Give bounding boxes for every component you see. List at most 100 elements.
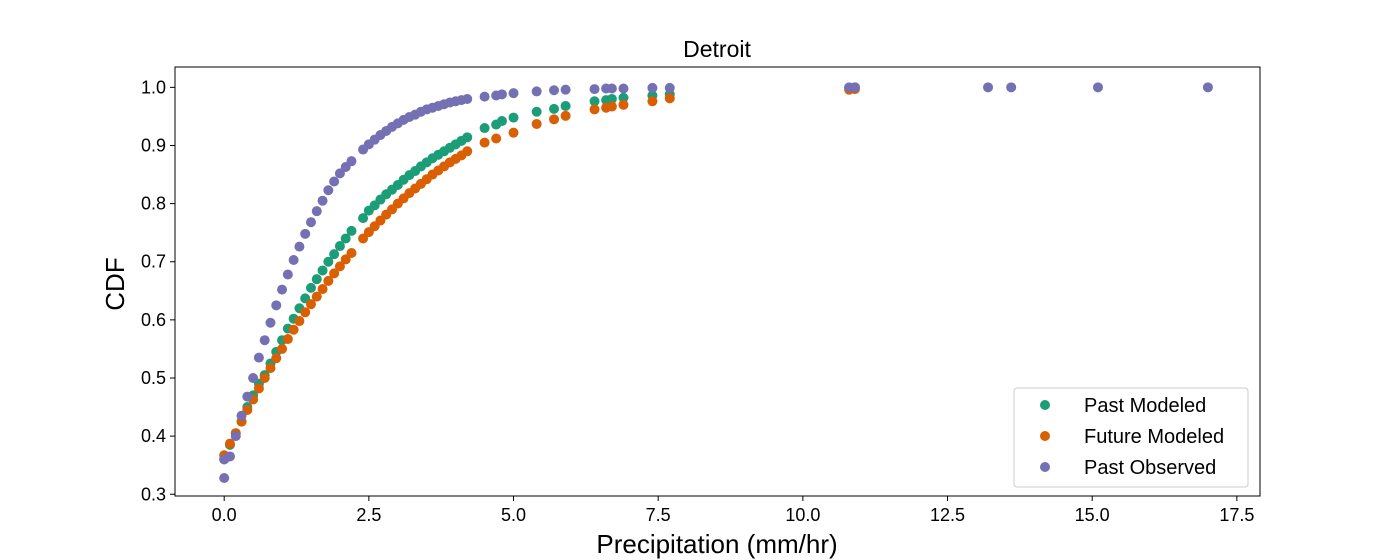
data-point bbox=[560, 100, 571, 111]
data-point bbox=[311, 274, 322, 285]
x-tick-label: 15.0 bbox=[1075, 505, 1110, 525]
legend-label: Past Modeled bbox=[1084, 395, 1206, 417]
data-point bbox=[462, 132, 473, 143]
x-tick-label: 7.5 bbox=[646, 505, 671, 525]
data-point bbox=[346, 248, 357, 259]
x-tick-label: 12.5 bbox=[930, 505, 965, 525]
data-point bbox=[317, 195, 328, 206]
data-point bbox=[508, 127, 519, 138]
data-point bbox=[618, 83, 629, 94]
data-point bbox=[664, 93, 675, 104]
y-tick-label: 0.9 bbox=[141, 135, 166, 155]
data-point bbox=[259, 335, 270, 346]
data-point bbox=[647, 96, 658, 107]
data-point bbox=[340, 233, 351, 244]
data-point bbox=[288, 324, 299, 335]
data-point bbox=[508, 112, 519, 123]
data-point bbox=[606, 101, 617, 112]
data-point bbox=[282, 334, 293, 345]
data-point bbox=[358, 213, 369, 224]
data-point bbox=[230, 431, 241, 442]
data-point bbox=[1092, 82, 1103, 93]
data-point bbox=[346, 156, 357, 167]
data-point bbox=[589, 104, 600, 115]
data-point bbox=[300, 228, 311, 239]
series-past-modeled bbox=[219, 82, 860, 465]
data-point bbox=[340, 254, 351, 265]
data-point bbox=[346, 225, 357, 236]
data-point bbox=[271, 353, 282, 364]
x-axis-title: Precipitation (mm/hr) bbox=[596, 529, 837, 559]
plot-frame bbox=[174, 66, 1261, 497]
data-point bbox=[334, 261, 345, 272]
y-tick-label: 0.5 bbox=[141, 368, 166, 388]
data-point bbox=[560, 84, 571, 95]
data-point bbox=[589, 96, 600, 107]
data-point bbox=[334, 241, 345, 252]
series-past-observed bbox=[219, 82, 1213, 483]
legend-box bbox=[1013, 387, 1249, 488]
legend-items: Past Modeled Future Modeled Past Observed bbox=[1040, 395, 1224, 479]
data-point bbox=[1202, 82, 1213, 93]
data-point bbox=[294, 241, 305, 252]
data-point bbox=[282, 269, 293, 280]
data-point bbox=[983, 82, 994, 93]
y-tick-label: 0.3 bbox=[141, 484, 166, 504]
y-axis: 0.3 0.4 0.5 0.6 0.7 0.8 0.9 1.0 bbox=[141, 77, 175, 504]
data-point bbox=[549, 85, 560, 96]
data-point bbox=[317, 284, 328, 295]
data-point bbox=[305, 299, 316, 310]
legend-label: Future Modeled bbox=[1084, 426, 1224, 448]
data-point bbox=[618, 99, 629, 110]
y-tick-label: 0.4 bbox=[141, 426, 166, 446]
data-point bbox=[323, 275, 334, 286]
data-point bbox=[317, 265, 328, 276]
data-point bbox=[329, 268, 340, 279]
series-future-modeled bbox=[219, 84, 860, 461]
data-point bbox=[560, 110, 571, 121]
y-axis-title: CDF bbox=[100, 257, 130, 310]
y-tick-label: 1.0 bbox=[141, 77, 166, 97]
data-point bbox=[1006, 82, 1017, 93]
data-point bbox=[531, 118, 542, 129]
data-point bbox=[531, 86, 542, 97]
data-point bbox=[323, 185, 334, 196]
data-point bbox=[277, 343, 288, 354]
data-point bbox=[664, 82, 675, 93]
chart-title: Detroit bbox=[683, 36, 751, 62]
data-point bbox=[479, 137, 490, 148]
data-point bbox=[311, 291, 322, 302]
data-point bbox=[479, 91, 490, 102]
data-point bbox=[334, 168, 345, 179]
data-point bbox=[265, 363, 276, 374]
data-point bbox=[219, 472, 230, 483]
data-point bbox=[606, 93, 617, 104]
series-layer bbox=[219, 82, 1213, 483]
data-point bbox=[259, 372, 270, 383]
data-point bbox=[224, 438, 235, 449]
data-point bbox=[300, 307, 311, 318]
data-point bbox=[549, 103, 560, 114]
data-point bbox=[253, 352, 264, 363]
data-point bbox=[462, 146, 473, 157]
data-point bbox=[479, 123, 490, 134]
data-point bbox=[531, 106, 542, 117]
y-tick-label: 0.8 bbox=[141, 194, 166, 214]
data-point bbox=[462, 93, 473, 104]
data-point bbox=[242, 391, 253, 402]
data-point bbox=[305, 282, 316, 293]
data-point bbox=[294, 316, 305, 327]
data-point bbox=[311, 206, 322, 217]
data-point bbox=[329, 176, 340, 187]
legend-label: Past Observed bbox=[1084, 457, 1216, 479]
data-point bbox=[606, 83, 617, 94]
x-tick-label: 0.0 bbox=[212, 505, 237, 525]
data-point bbox=[508, 88, 519, 99]
data-point bbox=[277, 284, 288, 295]
data-point bbox=[491, 133, 502, 144]
data-point bbox=[549, 114, 560, 125]
data-point bbox=[849, 82, 860, 93]
data-point bbox=[265, 317, 276, 328]
y-tick-label: 0.7 bbox=[141, 252, 166, 272]
